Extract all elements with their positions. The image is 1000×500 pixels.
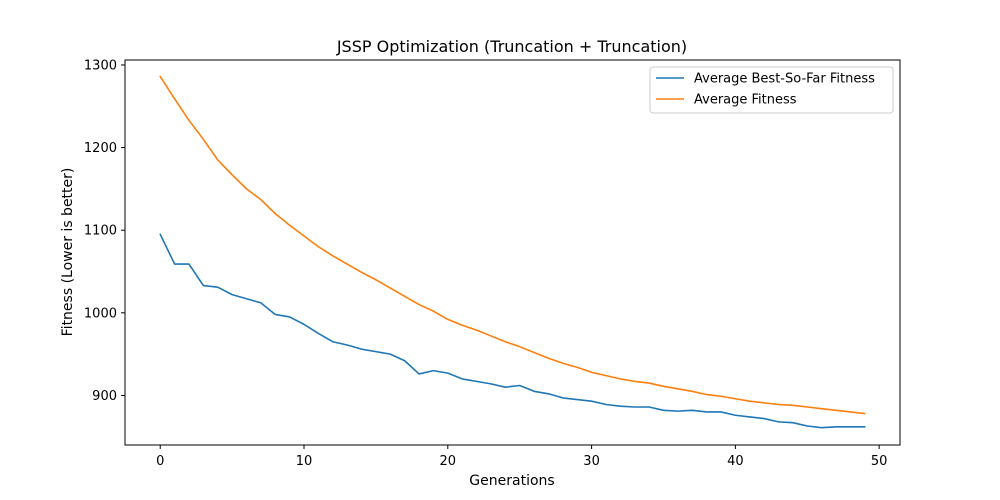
chart-title: JSSP Optimization (Truncation + Truncati… bbox=[336, 37, 687, 56]
plot-frame bbox=[124, 59, 901, 446]
x-axis: 0 10 20 30 40 50 bbox=[156, 445, 887, 469]
legend-label-0: Average Best-So-Far Fitness bbox=[694, 72, 875, 87]
legend: Average Best-So-Far Fitness Average Fitne… bbox=[649, 66, 894, 114]
y-tick-label: 1000 bbox=[84, 306, 117, 321]
x-axis-label: Generations bbox=[469, 473, 554, 489]
series-line-1 bbox=[159, 75, 866, 415]
y-tick-label: 1200 bbox=[84, 141, 117, 156]
y-tick-label: 1300 bbox=[84, 58, 117, 73]
legend-box bbox=[649, 66, 894, 114]
legend-label-1: Average Fitness bbox=[694, 93, 797, 108]
x-tick-label: 10 bbox=[296, 454, 313, 469]
y-tick-label: 900 bbox=[92, 389, 117, 404]
series-line-0 bbox=[159, 233, 866, 429]
x-tick-label: 0 bbox=[156, 454, 164, 469]
x-tick-label: 50 bbox=[871, 454, 888, 469]
y-axis: 900 1000 1100 1200 1300 bbox=[84, 58, 125, 404]
x-tick-label: 30 bbox=[583, 454, 600, 469]
series-lines bbox=[159, 75, 866, 429]
x-tick-label: 20 bbox=[440, 454, 457, 469]
y-axis-label: Fitness (Lower is better) bbox=[60, 168, 76, 337]
x-tick-label: 40 bbox=[727, 454, 744, 469]
y-tick-label: 1100 bbox=[84, 224, 117, 239]
plot-area bbox=[124, 59, 901, 446]
